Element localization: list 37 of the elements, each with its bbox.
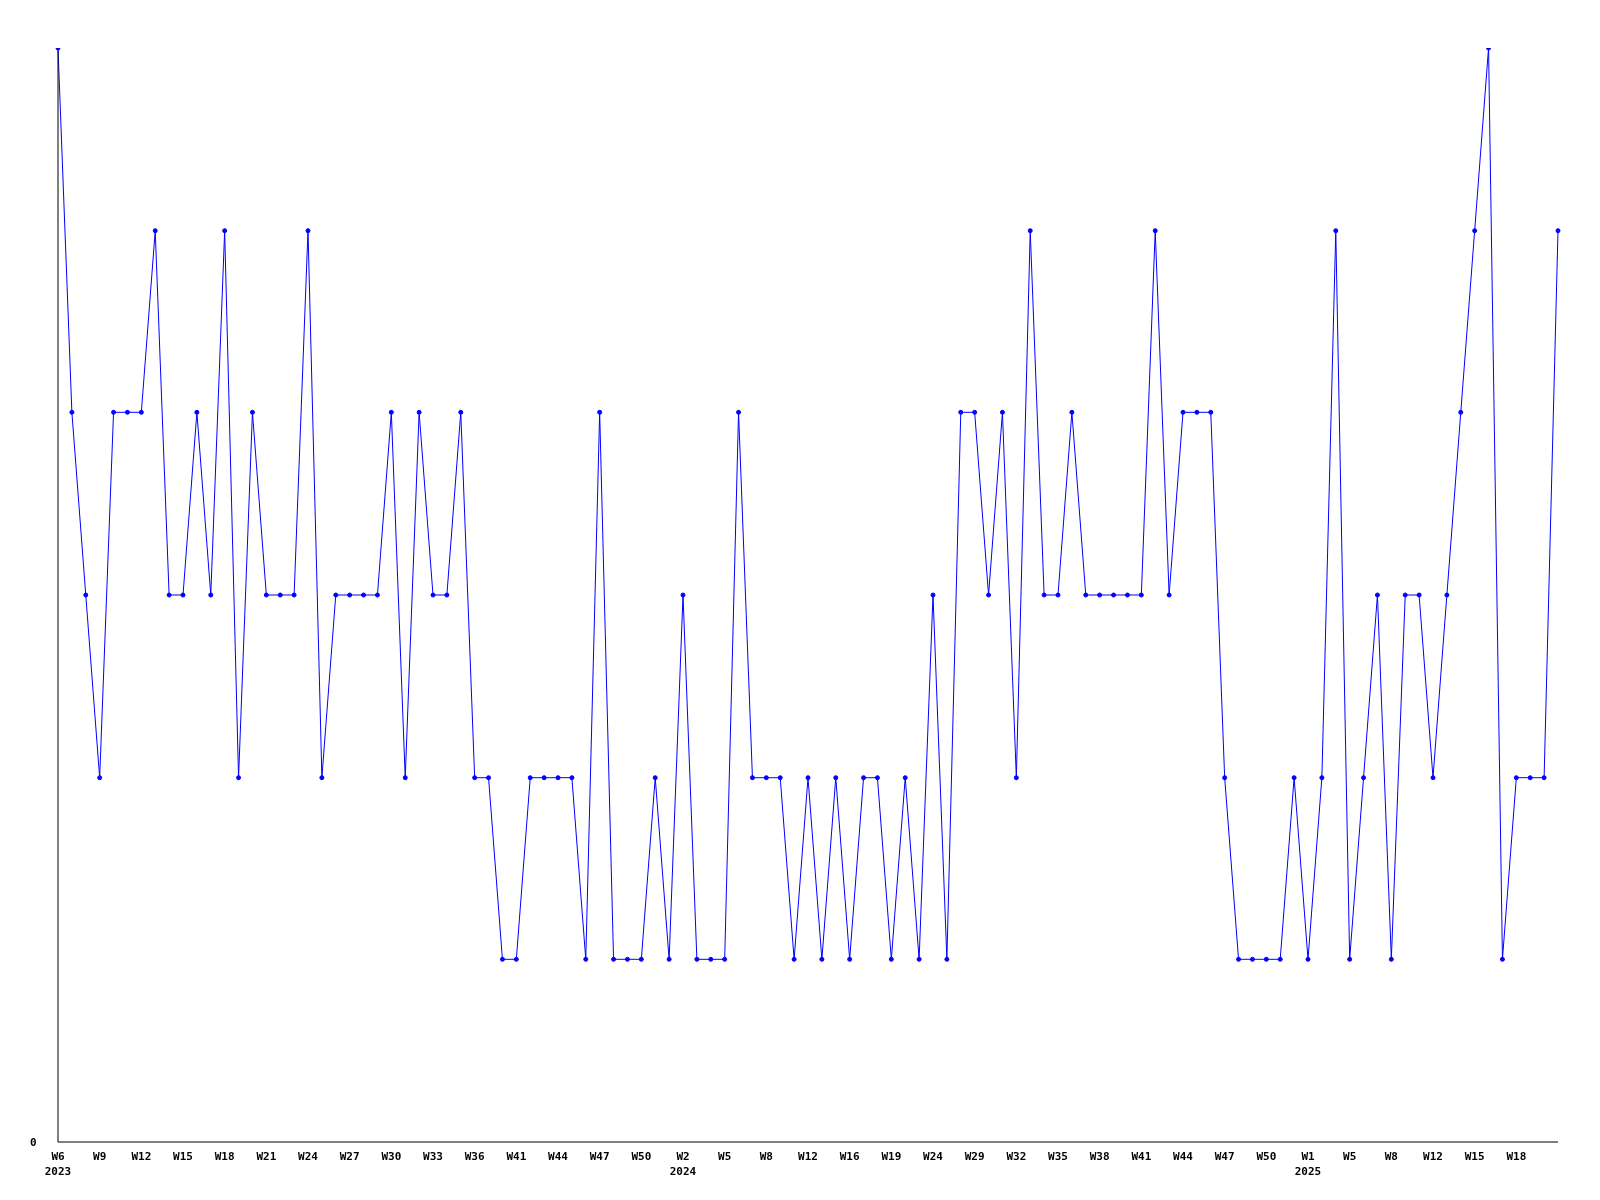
x-tick-label: W8 bbox=[1384, 1150, 1398, 1163]
x-tick-label: W15 bbox=[173, 1150, 193, 1163]
x-tick-label: W29 bbox=[964, 1150, 985, 1163]
x-tick-label: W41 bbox=[1131, 1150, 1152, 1163]
x-tick-label: W12 bbox=[1423, 1150, 1443, 1163]
x-tick-label: W6 2023 bbox=[44, 1150, 72, 1178]
x-tick-label: W38 bbox=[1089, 1150, 1110, 1163]
text: 0 bbox=[30, 1136, 37, 1149]
x-tick-label: W2 2024 bbox=[669, 1150, 697, 1178]
x-tick-label: W5 bbox=[1343, 1150, 1357, 1163]
x-tick-label: W5 bbox=[718, 1150, 732, 1163]
x-tick-label: W12 bbox=[131, 1150, 152, 1163]
x-tick-label: W50 bbox=[1256, 1150, 1277, 1163]
x-tick-label: W12 bbox=[798, 1150, 818, 1163]
x-tick-label: W16 bbox=[839, 1150, 860, 1163]
x-tick-label: W50 bbox=[631, 1150, 652, 1163]
x-tick-label: W8 bbox=[759, 1150, 773, 1163]
x-tick-label: W32 bbox=[1006, 1150, 1027, 1163]
x-tick-label: W35 bbox=[1048, 1150, 1068, 1163]
x-tick-label: W36 bbox=[464, 1150, 485, 1163]
x-tick-label: W33 bbox=[423, 1150, 443, 1163]
x-tick-label: W1 2025 bbox=[1294, 1150, 1322, 1178]
x-tick-label: W15 bbox=[1464, 1150, 1485, 1163]
x-tick-label: W18 bbox=[214, 1150, 235, 1163]
x-tick-label: W24 bbox=[298, 1150, 319, 1163]
x-tick-label: W27 bbox=[339, 1150, 360, 1163]
x-tick-label: W18 bbox=[1506, 1150, 1527, 1163]
x-tick-label: W47 bbox=[589, 1150, 610, 1163]
x-tick-label: W47 bbox=[1214, 1150, 1235, 1163]
x-tick-label: W41 bbox=[506, 1150, 527, 1163]
x-tick-label: W30 bbox=[381, 1150, 402, 1163]
x-tick-label: W24 bbox=[923, 1150, 944, 1163]
x-tick-label: W44 bbox=[1173, 1150, 1194, 1163]
x-tick-label: W21 bbox=[256, 1150, 277, 1163]
x-tick-label: W19 bbox=[881, 1150, 902, 1163]
x-tick-label: W9 bbox=[93, 1150, 107, 1163]
x-tick-label: W44 bbox=[548, 1150, 569, 1163]
